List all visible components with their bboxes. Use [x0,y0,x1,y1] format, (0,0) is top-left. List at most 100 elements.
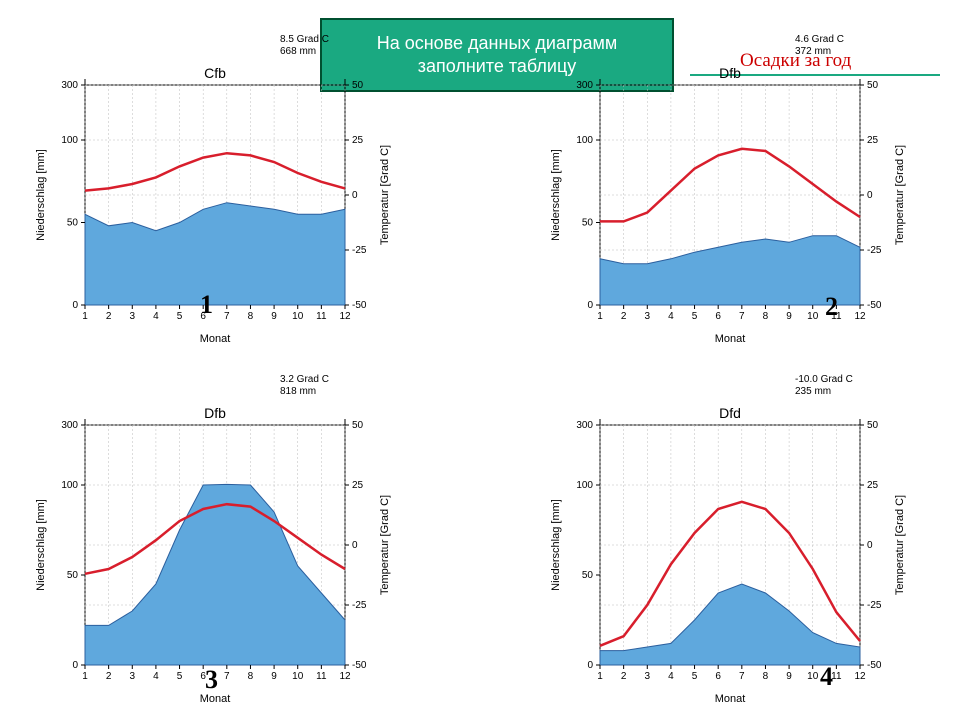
info-precip: 372 mm [795,46,831,57]
left-tick-label: 300 [61,80,78,91]
left-tick-label: 50 [582,570,594,581]
x-tick-label: 1 [597,671,603,682]
climate-chart-3: 3.2 Grad C818 mmDfb050100300-50-25025501… [30,370,400,710]
x-tick-label: 7 [224,671,230,682]
x-tick-label: 3 [129,311,135,322]
info-precip: 235 mm [795,386,831,397]
x-tick-label: 3 [644,671,650,682]
left-tick-label: 300 [61,420,78,431]
chart-svg: 4.6 Grad C372 mmDfb050100300-50-25025501… [545,30,915,350]
y-right-title: Temperatur [Grad C] [379,495,391,595]
right-tick-label: -25 [352,600,367,611]
x-tick-label: 3 [644,311,650,322]
x-tick-label: 4 [153,311,159,322]
left-tick-label: 0 [72,300,78,311]
right-tick-label: -50 [867,660,882,671]
left-tick-label: 50 [582,218,594,229]
x-title: Monat [715,693,746,705]
x-tick-label: 12 [339,671,351,682]
right-tick-label: -25 [867,245,882,256]
right-tick-label: -50 [352,300,367,311]
chart-number-1: 1 [200,290,213,320]
right-tick-label: -50 [867,300,882,311]
y-right-title: Temperatur [Grad C] [379,145,391,245]
x-tick-label: 8 [248,671,254,682]
x-title: Monat [200,333,231,345]
y-left-title: Niederschlag [mm] [550,499,562,591]
x-tick-label: 1 [597,311,603,322]
x-tick-label: 11 [316,311,327,322]
left-tick-label: 100 [61,480,78,491]
left-tick-label: 0 [72,660,78,671]
y-right-title: Temperatur [Grad C] [894,145,906,245]
right-tick-label: -25 [867,600,882,611]
right-tick-label: -25 [352,245,367,256]
right-tick-label: 50 [352,420,364,431]
x-tick-label: 9 [786,671,792,682]
chart-title: Cfb [204,65,226,81]
climate-chart-2: 4.6 Grad C372 mmDfb050100300-50-25025501… [545,30,915,350]
x-tick-label: 10 [807,671,819,682]
x-tick-label: 5 [177,311,183,322]
temp-line [85,153,345,190]
x-tick-label: 11 [316,671,327,682]
x-tick-label: 9 [786,311,792,322]
x-tick-label: 8 [248,311,254,322]
left-tick-label: 300 [576,80,593,91]
x-tick-label: 12 [854,671,866,682]
x-tick-label: 4 [153,671,159,682]
left-tick-label: 100 [576,480,593,491]
chart-number-4: 4 [820,662,833,692]
right-tick-label: 25 [352,135,364,146]
x-title: Monat [715,333,746,345]
x-tick-label: 12 [339,311,351,322]
right-tick-label: 50 [867,80,879,91]
x-tick-label: 1 [82,671,88,682]
info-temp: 3.2 Grad C [280,374,329,385]
y-left-title: Niederschlag [mm] [35,149,47,241]
precip-area [600,584,860,665]
left-tick-label: 0 [587,300,593,311]
x-tick-label: 9 [271,311,277,322]
left-tick-label: 300 [576,420,593,431]
left-tick-label: 0 [587,660,593,671]
right-tick-label: 0 [352,190,358,201]
right-tick-label: -50 [352,660,367,671]
x-tick-label: 2 [106,671,112,682]
temp-line [600,149,860,222]
right-tick-label: 25 [867,135,879,146]
right-tick-label: 25 [867,480,879,491]
chart-title: Dfd [719,405,741,421]
info-temp: 4.6 Grad C [795,34,844,45]
precip-area [600,236,860,305]
x-tick-label: 8 [763,311,769,322]
chart-title: Dfb [719,65,741,81]
chart-svg: 8.5 Grad C668 mmCfb050100300-50-25025501… [30,30,400,350]
climate-chart-1: 8.5 Grad C668 mmCfb050100300-50-25025501… [30,30,400,350]
x-tick-label: 10 [292,671,304,682]
left-tick-label: 50 [67,570,79,581]
info-precip: 818 mm [280,386,316,397]
x-tick-label: 7 [224,311,230,322]
right-tick-label: 50 [867,420,879,431]
chart-svg: -10.0 Grad C235 mm Dfd 0 50 100 300 -50 -25 0 25 5… [545,370,915,710]
x-tick-label: 2 [106,311,112,322]
x-tick-label: 6 [715,671,721,682]
x-tick-label: 6 [715,311,721,322]
right-tick-label: 0 [867,540,873,551]
climate-chart-4: -10.0 Grad C235 mm Dfd 0 50 100 300 -50 -25 0 25 5… [545,370,915,710]
right-tick-label: 0 [352,540,358,551]
y-left-title: Niederschlag [mm] [550,149,562,241]
left-tick-label: 50 [67,218,79,229]
x-tick-label: 5 [177,671,183,682]
x-tick-label: 7 [739,311,745,322]
info-temp: -10.0 Grad C [795,374,853,385]
chart-number-3: 3 [205,665,218,695]
chart-number-2: 2 [825,292,838,322]
x-tick-label: 8 [763,671,769,682]
x-tick-label: 10 [807,311,819,322]
precip-area [85,203,345,305]
left-tick-label: 100 [61,135,78,146]
info-precip: 668 mm [280,46,316,57]
precip-area [85,484,345,665]
